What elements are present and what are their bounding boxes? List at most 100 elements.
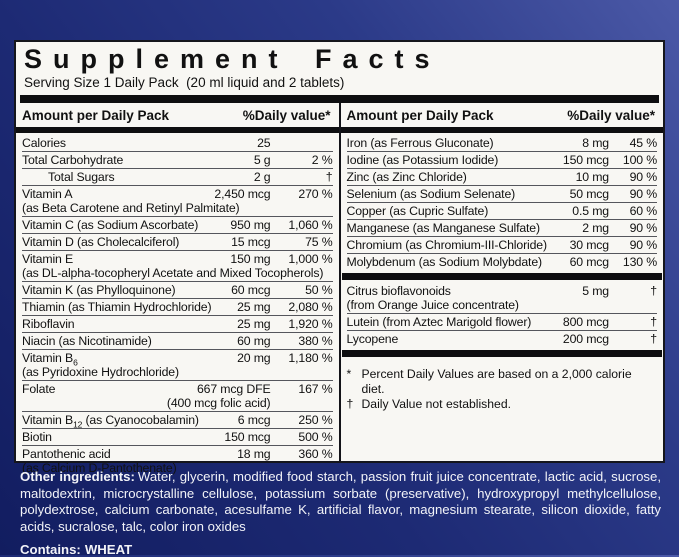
nutrient-name: Citrus bioflavonoids — [346, 284, 451, 298]
nutrient-row: Total Sugars 2 g † — [22, 169, 333, 186]
serving-size: Serving Size 1 Daily Pack (20 ml liquid … — [24, 75, 345, 90]
nutrient-name: Total Carbohydrate — [22, 153, 124, 167]
nutrient-daily-value: † — [650, 284, 657, 298]
nutrient-row: Lycopene 200 mcg † — [347, 331, 658, 347]
nutrient-amount: 2 g — [253, 170, 271, 184]
nutrient-line: Lycopene 200 mcg † — [347, 332, 658, 346]
nutrient-row: Chromium (as Chromium-III-Chloride) 30 m… — [346, 237, 658, 254]
nutrient-line: Vitamin C (as Sodium Ascorbate) 950 mg 1… — [22, 218, 333, 232]
nutrient-name: Folate — [22, 382, 56, 396]
nutrient-row: Vitamin E 150 mg 1,000 % (as DL-alpha-to… — [22, 251, 333, 282]
nutrient-note: (from Orange Juice concentrate) — [346, 298, 520, 312]
nutrient-note: (as Calcium D-Pantothenate) — [22, 461, 177, 475]
nutrient-row: Vitamin K (as Phylloquinone) 60 mcg 50 % — [22, 282, 333, 299]
nutrient-amount: 25 mg — [237, 300, 271, 314]
nutrient-name: Iron (as Ferrous Gluconate) — [346, 136, 494, 150]
nutrient-name: Biotin — [22, 430, 52, 444]
nutrient-line: Niacin (as Nicotinamide) 60 mg 380 % — [22, 334, 333, 348]
nutrient-daily-value: 360 % — [298, 447, 333, 461]
nutrient-row: Riboflavin 25 mg 1,920 % — [22, 316, 333, 333]
panel-title: Supplement Facts — [24, 44, 441, 74]
nutrient-amount: 10 mg — [575, 170, 610, 184]
nutrient-daily-value: 90 % — [629, 170, 658, 184]
nutrient-name: Manganese (as Manganese Sulfate) — [346, 221, 541, 235]
other-ingredients-text: Water, glycerin, modified food starch, p… — [20, 469, 661, 534]
nutrient-row: Calories 25 — [22, 135, 333, 152]
nutrient-daily-value: 500 % — [298, 430, 333, 444]
nutrient-row: Iodine (as Potassium Iodide) 150 mcg 100… — [346, 152, 657, 169]
footnote-daily-values: * Percent Daily Values are based on a 2,… — [347, 367, 656, 397]
right-column-header: Amount per Daily Pack %Daily value* — [347, 103, 658, 127]
nutrient-amount: 60 mcg — [231, 283, 271, 297]
nutrient-name-subscript: 6 — [73, 357, 78, 368]
nutrient-row: Copper (as Cupric Sulfate) 0.5 mg 60 % — [346, 203, 658, 220]
nutrient-name: Riboflavin — [22, 317, 75, 331]
nutrient-line: Calories 25 — [22, 136, 333, 150]
nutrient-line: Selenium (as Sodium Selenate) 50 mcg 90 … — [347, 187, 658, 201]
right-rows: Iron (as Ferrous Gluconate) 8 mg 45 % Io… — [346, 135, 658, 270]
nutrient-line: Total Carbohydrate 5 g 2 % — [22, 153, 333, 167]
footnotes: * Percent Daily Values are based on a 2,… — [347, 360, 658, 412]
nutrient-daily-value: 100 % — [622, 153, 657, 167]
divider-bar — [16, 127, 339, 133]
nutrient-amount: 6 mcg — [237, 413, 271, 427]
nutrient-name-subscript: 12 — [73, 419, 83, 430]
other-ingredients: Other ingredients: Water, glycerin, modif… — [20, 469, 661, 535]
nutrient-line: Thiamin (as Thiamin Hydrochloride) 25 mg… — [22, 300, 333, 314]
nutrient-row: Citrus bioflavonoids 5 mg † (from Orange… — [346, 283, 658, 314]
left-column-header: Amount per Daily Pack %Daily value* — [22, 103, 333, 127]
nutrient-daily-value: 90 % — [629, 221, 658, 235]
botanical-rows: Citrus bioflavonoids 5 mg † (from Orange… — [346, 283, 658, 347]
nutrient-daily-value: 90 % — [629, 187, 658, 201]
nutrient-daily-value: 2,080 % — [288, 300, 333, 314]
nutrient-line: Citrus bioflavonoids 5 mg † — [347, 284, 658, 298]
dv-header-label: %Daily value* — [567, 108, 655, 123]
nutrient-daily-value: † — [650, 332, 657, 346]
nutrient-row: Manganese (as Manganese Sulfate) 2 mg 90… — [346, 220, 658, 237]
nutrient-line: Iron (as Ferrous Gluconate) 8 mg 45 % — [347, 136, 658, 150]
footnote-text: Percent Daily Values are based on a 2,00… — [361, 367, 632, 396]
nutrient-daily-value: 90 % — [629, 238, 658, 252]
nutrient-row: Vitamin B6 20 mg 1,180 % (as Pyridoxine … — [22, 350, 333, 381]
nutrient-name: Vitamin D (as Cholecalciferol) — [22, 235, 180, 249]
divider-bar-section — [341, 350, 662, 357]
contains-label: Contains: — [20, 542, 81, 557]
nutrient-row: Vitamin D (as Cholecalciferol) 15 mcg 75… — [22, 234, 333, 251]
nutrient-amount: 2 mg — [582, 221, 609, 235]
right-column: Amount per Daily Pack %Daily value* Iron… — [340, 103, 663, 461]
nutrient-row: Lutein (from Aztec Marigold flower) 800 … — [346, 314, 658, 331]
nutrient-row: Pantothenic acid 18 mg 360 % (as Calcium… — [22, 446, 333, 476]
nutrient-name: Lutein (from Aztec Marigold flower) — [346, 315, 532, 329]
nutrient-line: Vitamin B6 20 mg 1,180 % — [22, 351, 333, 368]
nutrient-amount: 667 mcg DFE — [196, 382, 271, 396]
nutrient-row: Zinc (as Zinc Chloride) 10 mg 90 % — [346, 169, 658, 186]
divider-bar — [340, 127, 663, 133]
nutrient-row: Vitamin A 2,450 mcg 270 % (as Beta Carot… — [22, 186, 333, 217]
nutrient-amount: 30 mcg — [569, 238, 610, 252]
nutrient-line: Copper (as Cupric Sulfate) 0.5 mg 60 % — [347, 204, 658, 218]
nutrient-note: (as Pyridoxine Hydrochloride) — [22, 365, 179, 379]
nutrient-daily-value: 2 % — [311, 153, 333, 167]
nutrient-name: Vitamin A — [22, 187, 73, 201]
other-ingredients-label: Other ingredients: — [20, 469, 135, 484]
bottom-info: Other ingredients: Water, glycerin, modif… — [14, 469, 667, 557]
nutrient-daily-value: † — [650, 315, 657, 329]
nutrient-name: Vitamin B12 (as Cyanocobalamin) — [22, 413, 199, 430]
nutrient-line: Pantothenic acid 18 mg 360 % — [22, 447, 333, 461]
nutrient-daily-value: 50 % — [305, 283, 333, 297]
nutrient-daily-value: 250 % — [298, 413, 333, 427]
nutrient-daily-value: 1,920 % — [288, 317, 333, 331]
nutrient-line: Lutein (from Aztec Marigold flower) 800 … — [347, 315, 658, 329]
nutrient-amount: 25 mg — [237, 317, 271, 331]
nutrient-row: Total Carbohydrate 5 g 2 % — [22, 152, 333, 169]
nutrient-row: Niacin (as Nicotinamide) 60 mg 380 % — [22, 333, 333, 350]
nutrient-daily-value: 1,060 % — [288, 218, 333, 232]
nutrient-amount: 20 mg — [237, 351, 271, 365]
nutrient-line: Vitamin D (as Cholecalciferol) 15 mcg 75… — [22, 235, 333, 249]
nutrient-daily-value: 130 % — [622, 255, 657, 269]
nutrient-row: Folate 667 mcg DFE 167 % (400 mcg folic … — [22, 381, 333, 412]
nutrient-amount: 950 mg — [230, 218, 271, 232]
nutrient-amount: 2,450 mcg — [214, 187, 271, 201]
nutrient-daily-value: 270 % — [298, 187, 333, 201]
amount-header-label: Amount per Daily Pack — [346, 108, 494, 123]
